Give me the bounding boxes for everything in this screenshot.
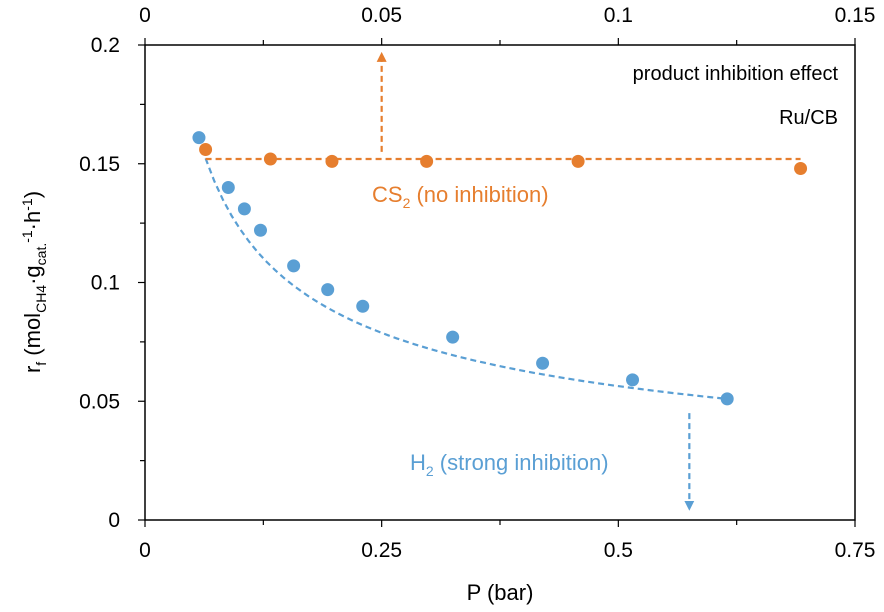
x-bottom-tick-label: 0.5 <box>604 539 633 562</box>
y-tick-label: 0.05 <box>79 390 120 413</box>
x-bottom-tick-label: 0.75 <box>835 539 876 562</box>
cs2-data-point <box>420 154 434 168</box>
h2-data-point <box>720 392 734 406</box>
h2-data-point <box>287 259 301 273</box>
cs2-data-point <box>263 152 277 166</box>
h2-data-point <box>626 373 640 387</box>
cs2-data-point <box>794 162 808 175</box>
h2-fit-line <box>204 158 728 400</box>
x-top-tick-label: 0.1 <box>604 4 633 27</box>
h2-data-point <box>253 223 267 237</box>
y-tick-label: 0.15 <box>79 153 120 176</box>
cs2-data-point <box>199 143 213 156</box>
x-top-tick-label: 0 <box>139 4 151 27</box>
h2-data-point <box>321 283 335 297</box>
x-bottom-tick-label: 0.25 <box>361 539 402 562</box>
x-bottom-tick-label: 0 <box>139 539 151 562</box>
x-top-tick-label: 0.15 <box>835 4 876 27</box>
cs2-data-point <box>325 154 339 168</box>
h2-data-point <box>237 202 251 216</box>
y-axis-title: rf (molCH4·gcat.-1·h-1) <box>19 191 49 373</box>
x-axis-title: P (bar) <box>467 580 534 605</box>
h2-label: H2 (strong inhibition) <box>410 450 609 479</box>
cs2-label: CS2 (no inhibition) <box>372 182 549 211</box>
y-tick-label: 0 <box>108 509 120 532</box>
y-tick-label: 0.2 <box>91 34 120 57</box>
plot-frame <box>144 44 856 521</box>
h2-data-point <box>221 181 235 194</box>
annotation-catalyst: Ru/CB <box>779 107 838 129</box>
x-top-tick-label: 0.05 <box>361 4 402 27</box>
annotation-effect: product inhibition effect <box>633 63 839 85</box>
h2-data-point <box>192 131 206 145</box>
y-tick-label: 0.1 <box>91 272 120 295</box>
h2-data-point <box>446 330 460 344</box>
cs2-data-point <box>571 154 585 168</box>
h2-data-point <box>356 299 370 313</box>
h2-data-point <box>536 356 550 370</box>
